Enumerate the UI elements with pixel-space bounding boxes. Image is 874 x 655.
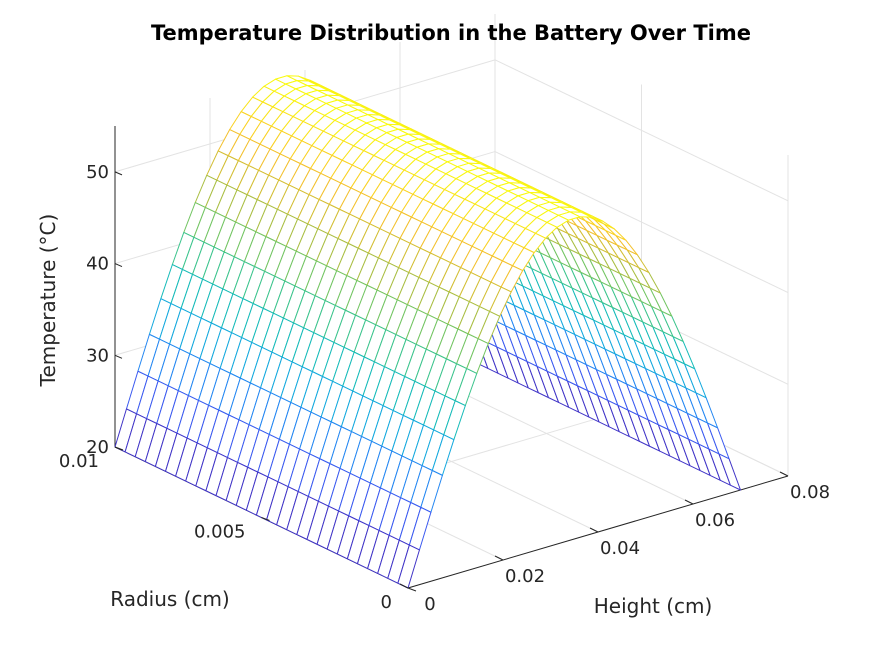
z-tick-label: 30 <box>86 345 109 366</box>
x-tick <box>399 583 409 589</box>
z-tick <box>114 354 123 359</box>
y-tick-label: 0.005 <box>194 522 246 543</box>
y-tick <box>407 587 417 592</box>
x-tick-label: 0.08 <box>790 482 830 503</box>
z-tick-label: 20 <box>86 437 109 458</box>
z-tick <box>114 446 123 451</box>
z-tick-label: 50 <box>86 162 109 183</box>
side-wall-gridline <box>494 151 789 294</box>
surface-mesh <box>114 75 741 589</box>
z-tick-label: 40 <box>86 254 109 275</box>
y-tick <box>261 517 270 521</box>
x-tick-label: 0.02 <box>505 566 545 587</box>
y-tick-label: 0.01 <box>59 451 99 472</box>
y-tick-label: 0 <box>381 592 392 613</box>
x-axis-label: Height (cm) <box>594 594 713 618</box>
chart-title: Temperature Distribution in the Battery … <box>151 21 751 45</box>
x-tick <box>494 555 504 561</box>
x-tick <box>684 499 694 505</box>
x-tick-label: 0 <box>424 594 435 615</box>
side-wall-gridline <box>494 59 789 202</box>
z-tick <box>114 263 123 268</box>
x-tick <box>589 527 599 533</box>
z-axis-label: Temperature (°C) <box>36 214 60 388</box>
y-axis-label: Radius (cm) <box>110 587 230 611</box>
x-tick <box>779 471 789 477</box>
x-tick-label: 0.06 <box>695 510 735 531</box>
x-tick-label: 0.04 <box>600 538 640 559</box>
z-tick <box>114 171 123 176</box>
